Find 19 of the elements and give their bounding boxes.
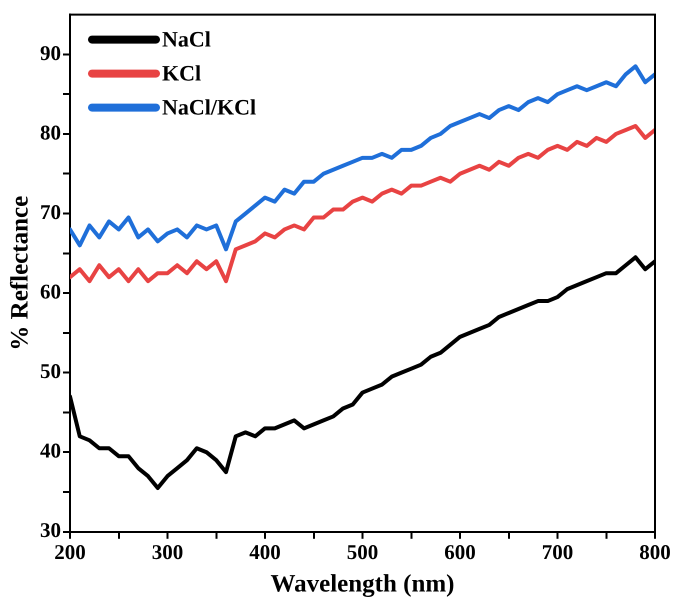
legend-label: NaCl xyxy=(162,26,211,52)
x-tick-label: 300 xyxy=(152,540,184,564)
x-axis-title: Wavelength (nm) xyxy=(270,570,455,598)
x-tick-label: 500 xyxy=(346,540,378,564)
x-tick-label: 600 xyxy=(444,540,476,564)
y-axis-title: % Reflectance xyxy=(6,196,34,351)
y-tick-label: 70 xyxy=(40,200,61,224)
x-tick-label: 200 xyxy=(54,540,86,564)
y-tick-label: 80 xyxy=(40,120,61,144)
y-tick-label: 50 xyxy=(40,359,61,384)
x-tick-label: 700 xyxy=(542,540,574,564)
legend-label: NaCl/KCl xyxy=(162,94,256,120)
x-tick-label: 400 xyxy=(249,540,281,564)
y-tick-label: 60 xyxy=(40,280,61,304)
y-tick-label: 90 xyxy=(40,40,61,65)
legend-label: KCl xyxy=(162,60,202,86)
x-tick-label: 800 xyxy=(639,540,671,564)
y-tick-label: 40 xyxy=(40,438,61,463)
y-tick-label: 30 xyxy=(40,518,61,542)
